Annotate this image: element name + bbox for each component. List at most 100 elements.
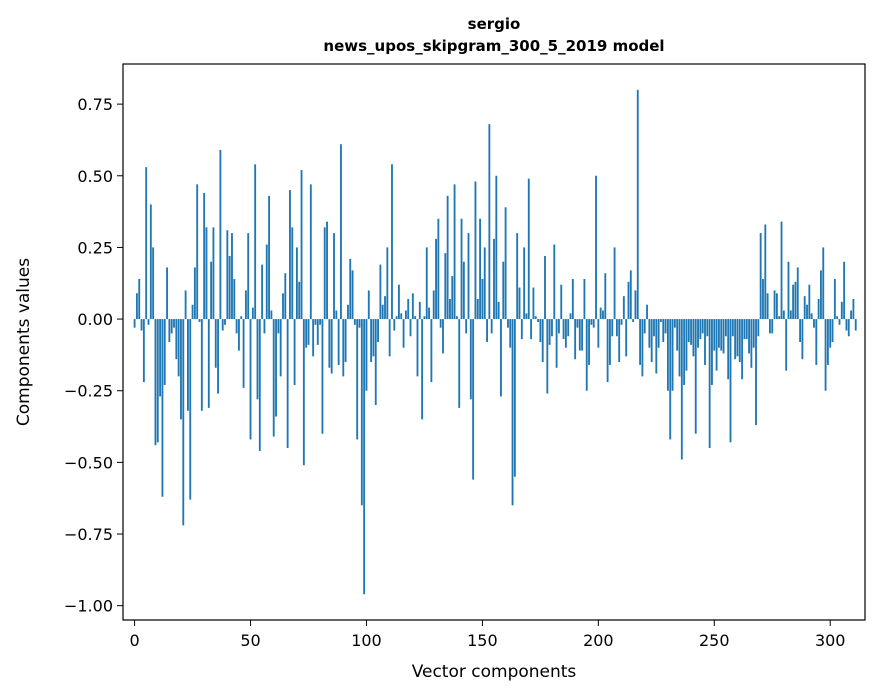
- bar-229: [664, 319, 667, 334]
- bar-103: [372, 319, 375, 357]
- bar-192: [578, 319, 581, 351]
- bar-81: [321, 319, 324, 434]
- bar-230: [666, 319, 669, 391]
- bar-170: [527, 178, 530, 320]
- y-tick-label: −0.50: [64, 453, 113, 472]
- bar-247: [706, 319, 709, 337]
- bar-5: [145, 167, 148, 320]
- bar-235: [678, 319, 681, 377]
- bar-122: [416, 319, 419, 377]
- bar-132: [439, 319, 442, 328]
- bar-197: [590, 319, 593, 325]
- bar-226: [657, 319, 660, 348]
- bar-196: [588, 319, 590, 365]
- bar-168: [523, 247, 526, 320]
- bar-298: [824, 319, 827, 391]
- bar-207: [613, 247, 616, 320]
- bar-240: [690, 319, 693, 345]
- bar-99: [363, 319, 366, 595]
- bar-167: [520, 319, 523, 340]
- bar-224: [653, 319, 655, 337]
- bar-52: [254, 164, 257, 320]
- bar-127: [428, 307, 430, 320]
- bar-274: [769, 319, 771, 334]
- bar-257: [729, 319, 732, 443]
- bar-9: [154, 319, 157, 446]
- bar-42: [231, 233, 233, 320]
- bar-88: [337, 319, 340, 365]
- bar-13: [163, 319, 166, 385]
- bar-236: [680, 319, 683, 460]
- bar-100: [365, 319, 368, 391]
- bar-128: [430, 319, 433, 383]
- bar-119: [409, 319, 412, 337]
- bar-299: [826, 319, 829, 365]
- bar-288: [801, 319, 804, 360]
- bar-281: [785, 319, 788, 371]
- y-tick-label: 0.75: [77, 95, 113, 114]
- bar-145: [469, 319, 472, 400]
- bar-177: [544, 256, 546, 320]
- bar-67: [289, 190, 291, 320]
- bar-40: [226, 230, 229, 320]
- bar-20: [180, 319, 182, 420]
- bar-58: [268, 195, 270, 320]
- bar-25: [191, 304, 194, 320]
- bar-11: [159, 319, 162, 397]
- bar-62: [277, 319, 280, 334]
- bar-154: [490, 319, 493, 334]
- bar-153: [488, 124, 491, 320]
- bar-91: [344, 319, 347, 363]
- bar-250: [713, 319, 716, 351]
- bar-57: [265, 244, 268, 320]
- bar-78: [314, 319, 317, 325]
- bar-163: [511, 319, 514, 506]
- bar-206: [611, 319, 614, 337]
- bar-179: [548, 319, 551, 345]
- bar-0: [133, 319, 136, 328]
- bar-309: [850, 310, 853, 320]
- bar-96: [356, 319, 359, 440]
- bar-90: [342, 319, 345, 377]
- bar-46: [240, 316, 243, 320]
- bar-248: [708, 319, 711, 449]
- bar-54: [258, 319, 261, 451]
- x-tick-label: 100: [351, 631, 382, 650]
- bar-12: [161, 319, 164, 497]
- bar-223: [650, 319, 653, 363]
- bar-180: [551, 319, 553, 337]
- bar-114: [398, 284, 400, 320]
- bar-80: [319, 319, 322, 325]
- bar-271: [762, 278, 764, 320]
- bar-175: [539, 319, 542, 342]
- bar-49: [247, 233, 250, 320]
- bar-273: [766, 293, 769, 320]
- bar-290: [806, 304, 808, 320]
- bar-311: [854, 319, 857, 331]
- bar-284: [792, 284, 795, 320]
- bar-186: [564, 319, 567, 348]
- bar-205: [609, 319, 611, 365]
- bar-222: [648, 319, 651, 348]
- bar-141: [460, 218, 463, 320]
- bar-165: [516, 233, 519, 320]
- bar-174: [537, 319, 539, 322]
- bar-115: [400, 313, 403, 320]
- bar-279: [780, 221, 783, 320]
- bar-70: [295, 247, 298, 320]
- bar-172: [532, 287, 535, 320]
- bar-140: [458, 319, 461, 408]
- bar-53: [256, 319, 259, 400]
- bar-29: [200, 319, 203, 411]
- bar-30: [203, 192, 206, 320]
- bar-106: [379, 264, 382, 320]
- bar-18: [175, 319, 178, 360]
- bar-76: [309, 184, 312, 320]
- bar-221: [646, 304, 648, 320]
- bar-208: [615, 319, 618, 337]
- bar-241: [692, 319, 695, 357]
- x-tick-label: 150: [467, 631, 498, 650]
- bar-225: [655, 319, 658, 374]
- y-tick-label: 0.00: [77, 310, 113, 329]
